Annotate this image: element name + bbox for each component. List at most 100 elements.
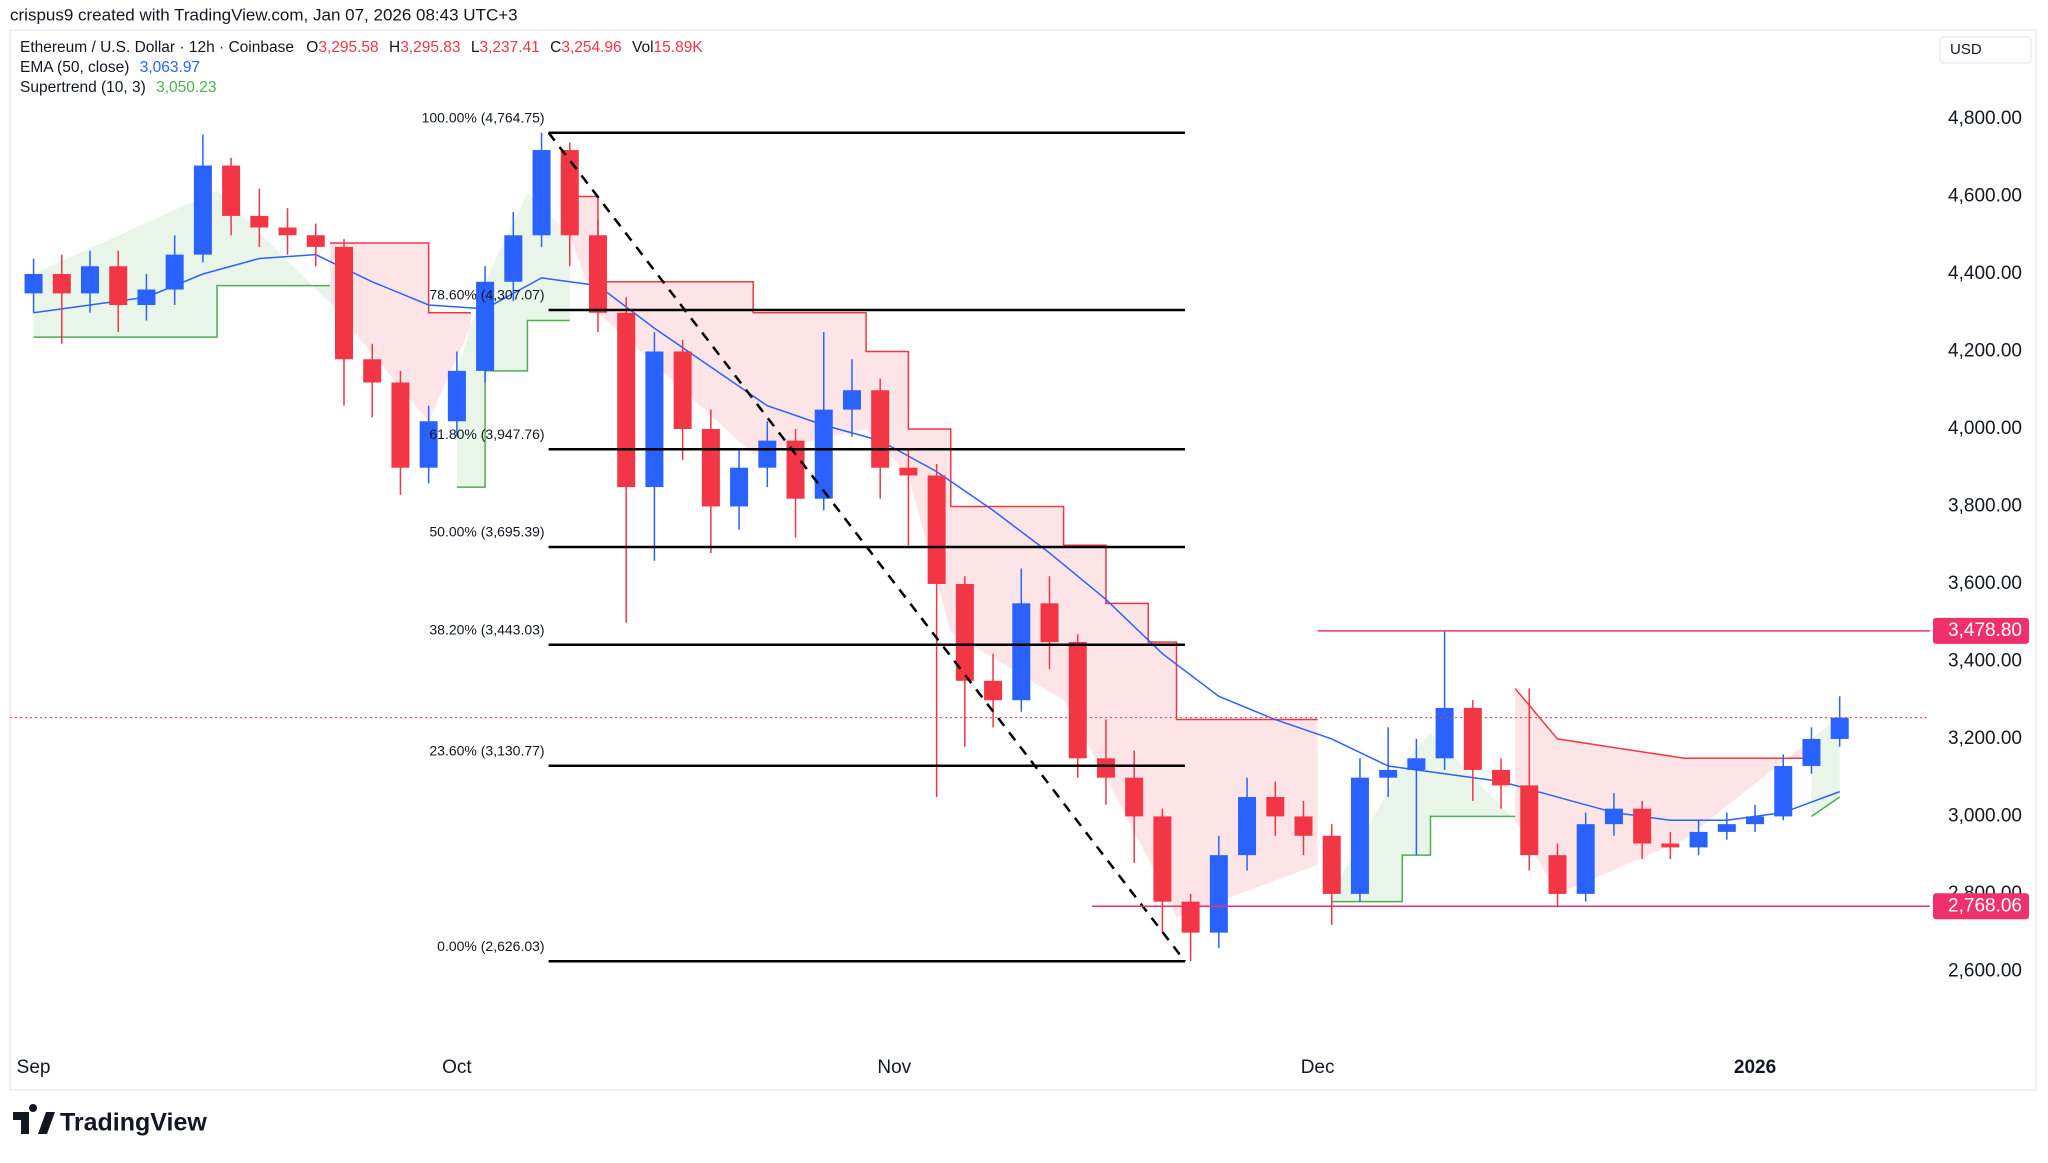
candle-body <box>786 440 805 499</box>
candle-body <box>1717 824 1736 832</box>
ohlc-key: H <box>389 39 400 56</box>
supertrend-value: 3,050.23 <box>156 79 216 96</box>
supertrend-line <box>1514 688 1812 760</box>
candle-body <box>1068 642 1087 759</box>
candle-body <box>673 351 692 429</box>
y-tick-label: 2,600.00 <box>1948 960 2022 981</box>
x-tick-label: 2026 <box>1734 1057 1776 1078</box>
candle-body <box>842 390 861 410</box>
candle-body <box>560 150 579 236</box>
candle-body <box>1548 855 1567 894</box>
candles <box>24 132 1849 962</box>
candle-body <box>193 165 212 255</box>
fib-label: 50.00% (3,695.39) <box>429 524 544 540</box>
ohlc-value: 3,254.96 <box>561 39 621 56</box>
fib-label: 23.60% (3,130.77) <box>429 742 544 758</box>
candle-body <box>334 246 353 360</box>
candle-body <box>109 266 128 306</box>
level-price-box <box>1933 617 2029 644</box>
candle-body <box>222 165 241 216</box>
candle-body <box>1492 769 1511 786</box>
candle-body <box>701 428 720 507</box>
candle-body <box>1350 777 1369 894</box>
candle-body <box>1802 738 1821 767</box>
candle-body <box>871 390 890 468</box>
ohlc-value: 3,295.58 <box>318 39 378 56</box>
fib-label: 78.60% (4,307.07) <box>429 287 544 303</box>
candle-body <box>278 227 297 236</box>
ema-value: 3,063.97 <box>140 59 200 76</box>
y-tick-label: 3,800.00 <box>1948 495 2022 516</box>
candle-body <box>137 289 156 306</box>
candle-body <box>1661 843 1680 848</box>
candle-body <box>447 370 466 422</box>
candle-body <box>1407 758 1426 770</box>
x-tick-label: Dec <box>1301 1057 1335 1078</box>
candle-body <box>899 467 918 476</box>
brand: TradingView <box>60 1109 207 1137</box>
currency-box[interactable] <box>1939 36 2032 64</box>
candle-body <box>250 215 269 228</box>
candle-body <box>1746 816 1765 825</box>
y-tick-label: 4,400.00 <box>1948 263 2022 284</box>
candle-body <box>758 440 777 468</box>
fib-label: 38.20% (3,443.03) <box>429 621 544 637</box>
symbol-legend: Ethereum / U.S. Dollar · 12h · Coinbase … <box>20 39 703 56</box>
ema-legend: EMA (50, close) 3,063.97 <box>20 59 200 76</box>
candle-body <box>645 351 664 488</box>
supertrend-name: Supertrend (10, 3) <box>20 79 146 96</box>
ohlc-key: Vol <box>632 39 654 56</box>
candle-body <box>1576 824 1595 894</box>
candle-body <box>730 467 749 507</box>
y-tick-label: 4,000.00 <box>1948 418 2022 439</box>
plot-area: 100.00% (4,764.75) 78.60% (4,307.07) 61.80… <box>10 109 1930 963</box>
candle-body <box>1238 797 1257 856</box>
candle-body <box>1209 855 1228 933</box>
fib-label: 0.00% (2,626.03) <box>437 938 544 954</box>
supertrend-line <box>456 319 570 488</box>
x-tick-label: Sep <box>17 1057 51 1078</box>
y-tick-label: 4,200.00 <box>1948 341 2022 362</box>
candle-body <box>1125 777 1144 817</box>
ema-name: EMA (50, close) <box>20 59 129 76</box>
drawings: 100.00% (4,764.75) 78.60% (4,307.07) 61.80… <box>10 109 1930 963</box>
candle-body <box>1774 766 1793 817</box>
level-price-label: 2,768.06 <box>1948 895 2022 916</box>
y-tick-label: 3,000.00 <box>1948 805 2022 826</box>
candle-body <box>24 274 43 294</box>
candle-body <box>476 281 495 371</box>
candle-body <box>1322 835 1341 894</box>
candle-body <box>363 359 382 383</box>
supertrend-line <box>329 242 471 314</box>
y-tick-label: 3,600.00 <box>1948 573 2022 594</box>
currency[interactable]: USD <box>1950 41 1982 58</box>
candle-body <box>1520 785 1539 856</box>
candle-body <box>1181 901 1200 933</box>
fib-trend <box>547 131 1186 963</box>
candle-body <box>1266 797 1285 817</box>
candle-body <box>52 274 71 294</box>
ohlc-value: 3,295.83 <box>400 39 460 56</box>
chart-frame <box>9 29 2037 1091</box>
supertrend-fill <box>1331 733 1516 902</box>
candle-body <box>391 382 410 468</box>
ohlc-key: O <box>306 39 318 56</box>
x-tick-label: Nov <box>877 1057 911 1078</box>
candle-body <box>81 266 100 294</box>
candle-body <box>1040 603 1059 643</box>
ohlc-key: C <box>550 39 561 56</box>
x-tick-label: Oct <box>442 1057 472 1078</box>
candle-body <box>165 254 184 290</box>
candle-body <box>1153 816 1172 902</box>
candle-body <box>1012 603 1031 701</box>
candle-body <box>1379 769 1398 778</box>
level-price-box <box>1933 893 2029 920</box>
candle-body <box>1633 808 1652 844</box>
candle-body <box>814 409 833 499</box>
candle-body <box>1096 758 1115 778</box>
supertrend-fill <box>329 243 471 422</box>
fib-label: 100.00% (4,764.75) <box>422 109 545 125</box>
ohlc-key: L <box>471 39 480 56</box>
symbol: Ethereum / U.S. Dollar · 12h · Coinbase <box>20 39 294 56</box>
